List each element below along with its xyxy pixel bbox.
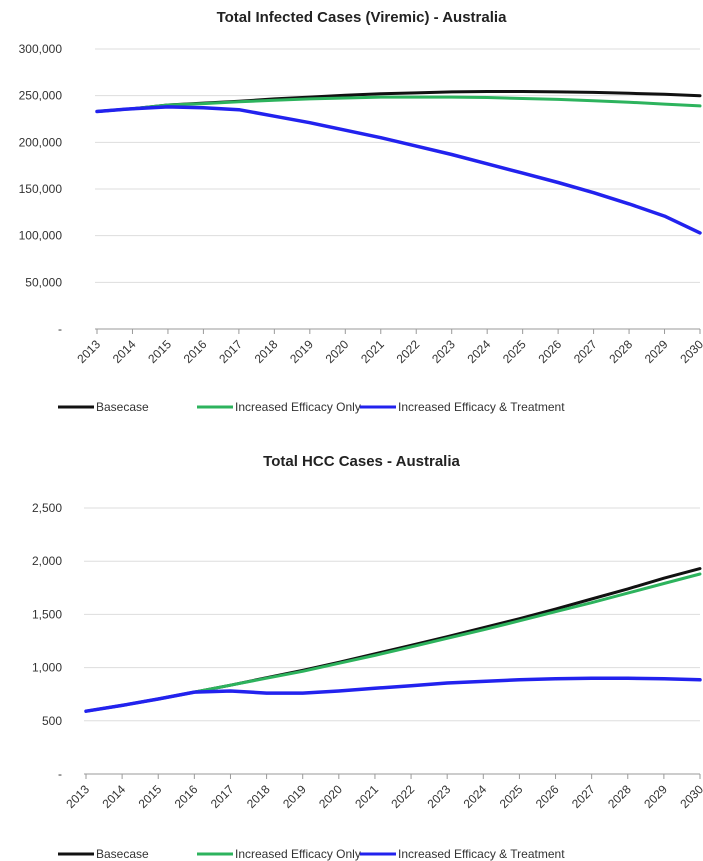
legend-label-increased-efficacy-only: Increased Efficacy Only (235, 400, 361, 414)
chart-total-infected-cases-svg: Total Infected Cases (Viremic) - Austral… (19, 9, 703, 414)
chart-total-hcc-cases-svg: Total HCC Cases - Australia - 500 1,000 1,50… (32, 453, 703, 861)
hcc-y-tick-label: 2,000 (32, 554, 62, 568)
legend-label-basecase: Basecase (96, 400, 149, 414)
hcc-x-tick-label: 2016 (172, 782, 201, 811)
hcc-y-tick-label: 1,500 (32, 607, 62, 621)
infected-x-tick-label: 2026 (535, 337, 564, 366)
hcc-x-tick-label: 2026 (533, 782, 562, 811)
infected-x-tick-label: 2024 (465, 337, 494, 366)
hcc-x-tick-label: 2015 (136, 782, 165, 811)
hcc-x-tick-label: 2024 (461, 782, 490, 811)
infected-x-tick-label: 2027 (571, 337, 600, 366)
infected-x-tick-label: 2015 (145, 337, 174, 366)
infected-x-tick-label: 2028 (606, 337, 635, 366)
legend-label-increased-efficacy-and-treatment: Increased Efficacy & Treatment (398, 847, 565, 861)
hcc-x-tick-label: 2014 (99, 782, 128, 811)
infected-x-tick-label: 2023 (429, 337, 458, 366)
legend-label-increased-efficacy-and-treatment: Increased Efficacy & Treatment (398, 400, 565, 414)
hcc-x-tick-label: 2022 (388, 782, 417, 811)
hcc-series-line-increased-efficacy-and-treatment (84, 676, 702, 713)
hcc-x-tick-label: 2020 (316, 782, 345, 811)
infected-series-line-increased-efficacy-and-treatment (95, 105, 702, 235)
infected-y-tick-label: 200,000 (19, 135, 63, 149)
hcc-x-tick-label: 2029 (641, 782, 670, 811)
infected-x-tick-label: 2013 (74, 337, 103, 366)
infected-chart-title: Total Infected Cases (Viremic) - Austral… (217, 9, 507, 26)
infected-x-tick-label: 2019 (287, 337, 316, 366)
hcc-x-tick-label: 2021 (352, 782, 381, 811)
hcc-x-tick-label: 2019 (280, 782, 309, 811)
infected-x-tick-label: 2025 (500, 337, 529, 366)
infected-series-line-increased-efficacy-only (95, 95, 702, 113)
infected-x-tick-label: 2016 (181, 337, 210, 366)
hcc-x-tick-label: 2013 (63, 782, 92, 811)
infected-y-tick-label: 100,000 (19, 229, 63, 243)
hcc-x-tick-label: 2017 (208, 782, 237, 811)
infected-x-tick-label: 2017 (216, 337, 245, 366)
hcc-x-tick-label: 2025 (497, 782, 526, 811)
chart-total-hcc-cases: Total HCC Cases - Australia - 500 1,000 1,50… (0, 430, 703, 861)
legend-label-increased-efficacy-only: Increased Efficacy Only (235, 847, 361, 861)
hcc-x-tick-label: 2028 (605, 782, 634, 811)
hcc-series-line-basecase (84, 567, 702, 713)
hcc-y-tick-label: 2,500 (32, 501, 62, 515)
infected-y-tick-label: 50,000 (25, 275, 62, 289)
infected-x-tick-label: 2030 (677, 337, 703, 366)
hcc-x-tick-label: 2027 (569, 782, 598, 811)
hcc-x-tick-label: 2023 (425, 782, 454, 811)
infected-x-tick-label: 2020 (323, 337, 352, 366)
legend-label-basecase: Basecase (96, 847, 149, 861)
infected-x-tick-label: 2014 (110, 337, 139, 366)
infected-x-tick-label: 2018 (252, 337, 281, 366)
infected-x-tick-label: 2029 (642, 337, 671, 366)
hcc-x-tick-label: 2030 (677, 782, 703, 811)
hcc-y-tick-label: 500 (42, 714, 62, 728)
infected-y-tick-label: 250,000 (19, 89, 63, 103)
infected-x-tick-label: 2021 (358, 337, 387, 366)
infected-x-tick-label: 2022 (394, 337, 423, 366)
infected-y-tick-label: 300,000 (19, 42, 63, 56)
hcc-y-tick-label: 1,000 (32, 661, 62, 675)
chart-total-infected-cases: Total Infected Cases (Viremic) - Austral… (0, 0, 703, 430)
infected-y-tick-label: - (58, 322, 62, 336)
hcc-x-tick-label: 2018 (244, 782, 273, 811)
infected-y-tick-label: 150,000 (19, 182, 63, 196)
hcc-chart-title: Total HCC Cases - Australia (263, 453, 460, 470)
hcc-y-tick-label: - (58, 767, 62, 781)
